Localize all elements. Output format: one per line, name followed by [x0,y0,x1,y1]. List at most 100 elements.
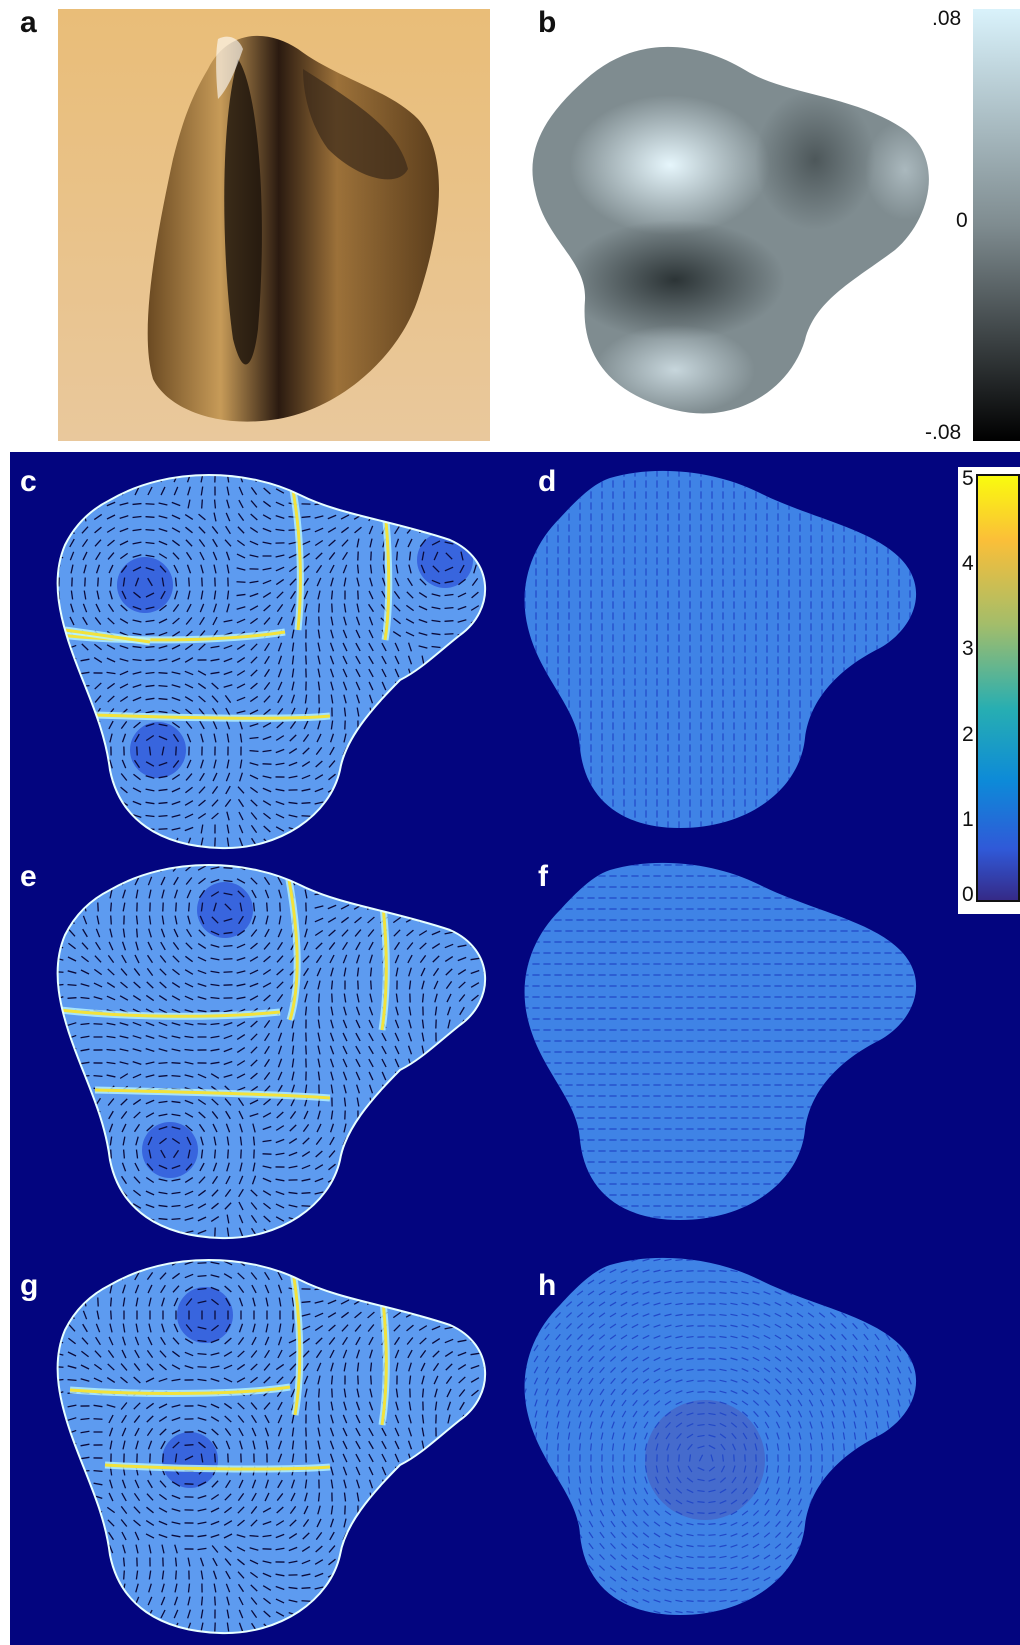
field-arrow [302,733,310,743]
field-arrow [382,733,386,743]
field-arrow [171,800,181,806]
field-arrow [249,695,259,703]
field-arrow [314,539,324,547]
field-arrow [109,889,113,899]
field-arrow [262,527,272,533]
field-arrow [355,629,361,639]
field-arrow [330,577,334,587]
field-arrow [457,645,467,649]
field-arrow [382,1097,386,1107]
field-arrow [199,603,205,613]
field-arrow [238,1188,244,1198]
field-arrow [288,1229,298,1235]
field-arrow [486,864,491,872]
field-arrow [184,1286,194,1292]
field-arrow [498,774,505,780]
field-arrow [342,954,348,964]
field-arrow [158,502,168,506]
field-arrow [236,683,246,689]
field-arrow [119,515,129,519]
field-arrow [251,915,257,925]
field-arrow [42,581,51,582]
field-arrow [211,785,219,795]
field-arrow [120,1111,128,1119]
field-arrow [238,486,244,496]
field-arrow [277,1032,283,1042]
field-arrow [249,1099,259,1105]
field-arrow [146,981,154,989]
field-arrow [276,981,284,989]
field-arrow [185,1298,193,1306]
field-arrow [69,538,75,548]
field-arrow [145,645,155,649]
field-arrow [210,957,220,961]
field-arrow [184,696,194,702]
field-arrow [224,903,232,911]
field-arrow [366,878,376,884]
field-arrow [486,474,491,482]
field-arrow [184,1217,194,1221]
field-arrow [172,760,180,768]
field-arrow [225,1123,231,1133]
field-arrow [444,839,454,845]
field-arrow [484,669,486,677]
field-arrow [291,1019,295,1029]
field-arrow [366,501,376,507]
field-arrow [133,721,141,729]
field-arrow [446,1097,452,1107]
field-arrow [330,980,334,990]
field-arrow [330,629,334,639]
field-arrow [471,682,479,690]
field-arrow [96,1123,100,1133]
field-arrow [82,1175,88,1185]
field-arrow [484,1059,486,1067]
field-arrow [368,616,374,626]
field-arrow [444,503,454,505]
field-arrow [83,590,87,600]
field-arrow [366,1286,376,1292]
field-arrow [497,985,506,986]
field-arrow [366,1203,376,1209]
field-arrow [444,620,454,622]
field-arrow [435,1071,437,1081]
field-arrow [459,655,465,665]
field-arrow [314,1300,324,1304]
field-arrow [356,603,360,613]
field-arrow [145,814,155,818]
field-arrow [239,1162,243,1172]
field-arrow [316,577,322,587]
field-arrow [172,941,180,951]
field-arrow [135,915,139,925]
field-arrow [119,1073,129,1079]
field-arrow [342,642,348,652]
field-arrow [159,968,167,976]
field-arrow [420,733,426,743]
field-arrow [171,1062,181,1064]
field-arrow [457,605,467,611]
field-arrow [134,865,140,873]
field-arrow [304,616,308,626]
field-arrow [421,551,425,561]
field-arrow [317,629,321,639]
field-arrow [381,1045,387,1055]
field-arrow [301,528,311,532]
field-arrow [420,967,426,977]
field-arrow [408,681,412,691]
field-arrow [289,1110,297,1120]
field-arrow [212,1162,218,1172]
panel-c-field [42,474,505,850]
field-arrow [184,1048,194,1052]
field-arrow [486,1228,491,1236]
field-arrow [211,1298,219,1306]
field-arrow [184,1112,194,1118]
field-arrow [135,928,139,938]
field-arrow [249,554,259,558]
panel-label-h: h [538,1269,557,1302]
field-arrow [146,1124,154,1132]
field-arrow [486,1259,491,1267]
field-arrow [145,1176,155,1184]
field-arrow [132,1035,142,1039]
field-arrow [394,1136,400,1146]
field-arrow [484,1189,486,1197]
field-arrow [107,968,115,976]
